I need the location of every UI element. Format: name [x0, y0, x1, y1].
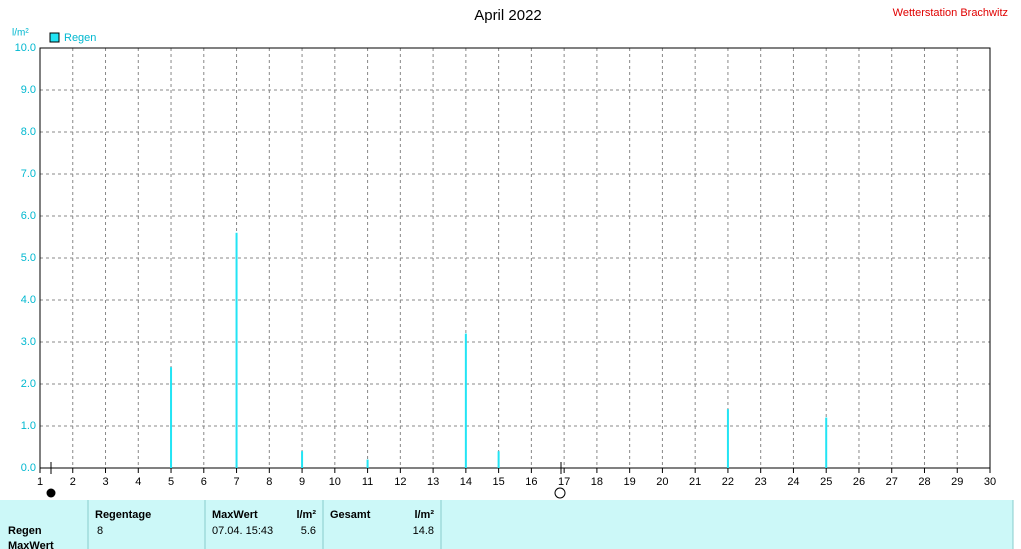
x-tick-label: 1 [37, 476, 43, 488]
x-tick-label: 28 [918, 476, 930, 488]
legend-swatch [49, 32, 60, 43]
table-cell: 14.8 [413, 525, 434, 537]
y-tick-label: 0.0 [21, 462, 36, 474]
x-tick-label: 29 [951, 476, 963, 488]
x-tick-label: 19 [624, 476, 636, 488]
x-tick-label: 9 [299, 476, 305, 488]
table-cell: 5.6 [301, 525, 316, 537]
y-tick-label: 7.0 [21, 168, 36, 180]
x-tick-label: 8 [266, 476, 272, 488]
x-tick-label: 11 [362, 476, 373, 488]
x-tick-label: 14 [460, 476, 472, 488]
moon-new [46, 488, 56, 498]
bar [235, 232, 238, 468]
x-tick-label: 26 [853, 476, 865, 488]
y-tick-label: 2.0 [21, 378, 36, 390]
y-tick-label: 5.0 [21, 252, 36, 264]
x-tick-label: 16 [525, 476, 537, 488]
x-tick-label: 6 [201, 476, 207, 488]
x-tick-label: 4 [135, 476, 141, 488]
y-tick-label: 4.0 [21, 294, 36, 306]
y-tick-label: 8.0 [21, 126, 36, 138]
bar [366, 459, 369, 468]
x-tick-label: 25 [820, 476, 832, 488]
row-label: Regen [8, 525, 42, 537]
bar [726, 409, 729, 468]
x-tick-label: 20 [656, 476, 668, 488]
x-tick-label: 27 [886, 476, 898, 488]
chart-subtitle: Wetterstation Brachwitz [893, 7, 1008, 19]
table-header: Gesamt [330, 509, 371, 521]
plot-border [39, 47, 991, 469]
y-tick-label: 3.0 [21, 336, 36, 348]
y-tick-label: 9.0 [21, 84, 36, 96]
x-tick-label: 7 [233, 476, 239, 488]
bar [301, 451, 304, 468]
bar [170, 367, 173, 468]
x-tick-label: 3 [102, 476, 108, 488]
bar [464, 333, 467, 468]
y-tick-label: 10.0 [15, 42, 36, 54]
moon-full [554, 487, 566, 499]
table-header: l/m² [296, 509, 316, 521]
table-header: MaxWert [212, 509, 258, 521]
x-tick-label: 2 [70, 476, 76, 488]
chart-title: April 2022 [474, 7, 542, 24]
x-tick-label: 22 [722, 476, 734, 488]
x-tick-label: 13 [427, 476, 439, 488]
y-tick-label: 1.0 [21, 420, 36, 432]
x-tick-label: 12 [394, 476, 406, 488]
table-header: Regentage [95, 509, 151, 521]
x-tick-label: 15 [492, 476, 504, 488]
table-cell: 07.04. 15:43 [212, 525, 273, 537]
x-tick-label: 23 [755, 476, 767, 488]
legend-label: Regen [64, 32, 96, 44]
bar [497, 451, 500, 468]
table-cell: 8 [97, 525, 103, 537]
y-tick-label: 6.0 [21, 210, 36, 222]
x-tick-label: 30 [984, 476, 996, 488]
x-tick-label: 5 [168, 476, 174, 488]
table-header: l/m² [414, 509, 434, 521]
x-tick-label: 18 [591, 476, 603, 488]
row-label: MaxWert [8, 540, 54, 549]
bar [825, 417, 828, 468]
x-tick-label: 21 [689, 476, 701, 488]
x-tick-label: 24 [787, 476, 799, 488]
x-tick-label: 17 [558, 476, 570, 488]
table-bg [0, 500, 1013, 549]
y-axis-label: l/m² [12, 28, 29, 39]
x-tick-label: 10 [329, 476, 341, 488]
